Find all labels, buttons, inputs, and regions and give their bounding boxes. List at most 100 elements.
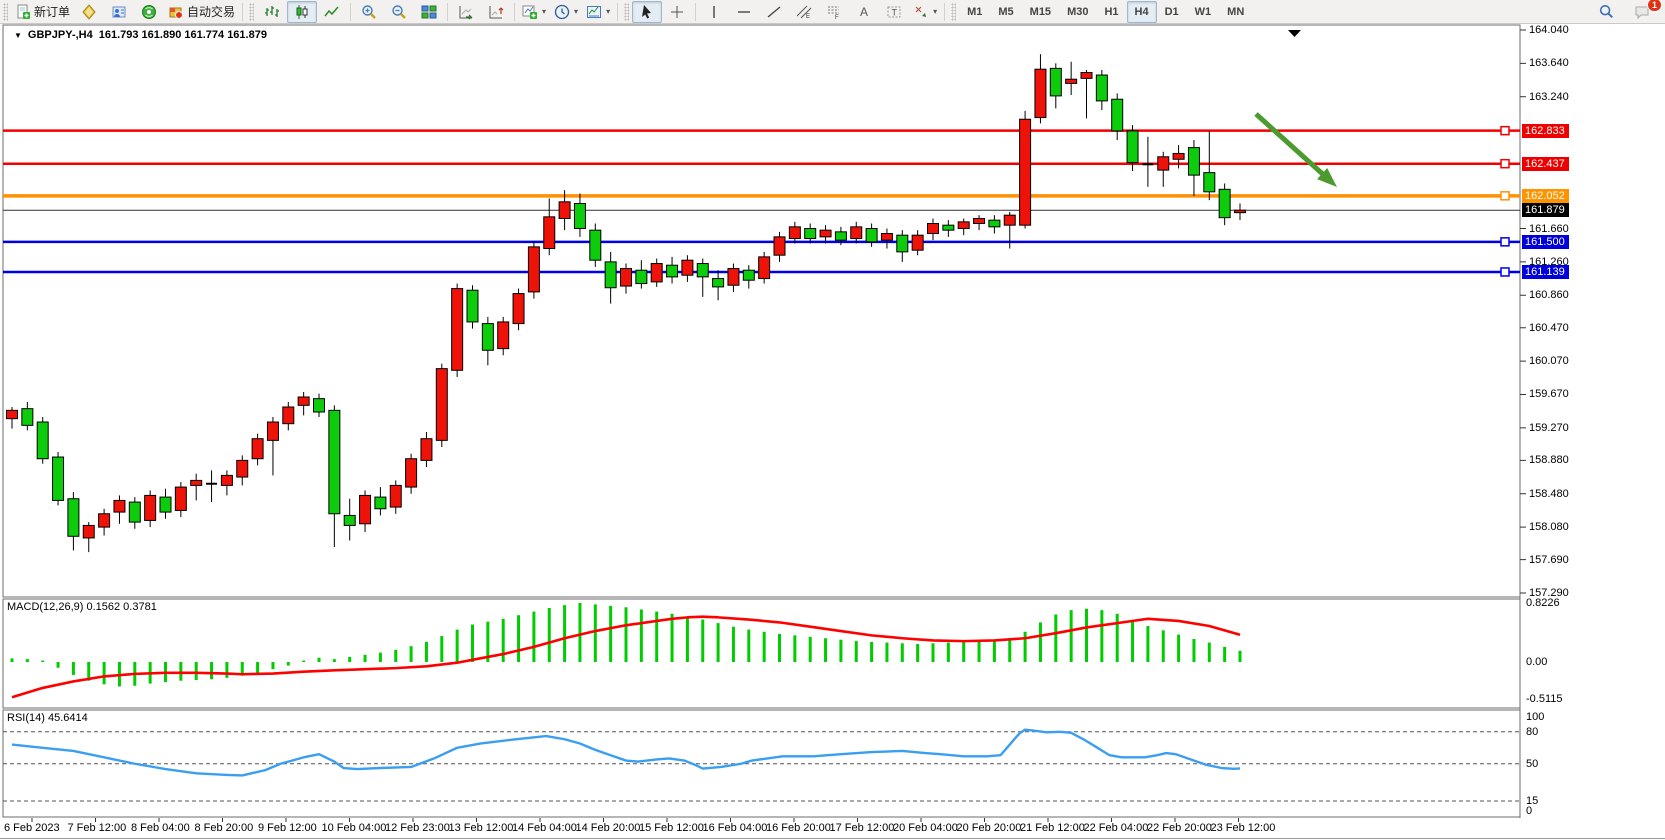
price-tag: 161.879: [1522, 203, 1569, 218]
price-tag: 162.833: [1522, 123, 1569, 138]
trendline-button[interactable]: [759, 1, 789, 23]
candlestick-button[interactable]: [287, 0, 318, 23]
line-handle[interactable]: [1500, 125, 1510, 136]
vertical-line-button[interactable]: [699, 1, 729, 23]
bullish-candle: [1019, 118, 1032, 226]
symbol-dropdown-icon[interactable]: ▼: [14, 30, 22, 40]
text-label-button[interactable]: T: [879, 1, 909, 23]
macd-axis-label: 0.8226: [1526, 597, 1560, 609]
tf-m1-button[interactable]: M1: [959, 1, 990, 23]
tf-m15-button[interactable]: M15: [1022, 1, 1059, 23]
line-handle[interactable]: [1500, 158, 1510, 169]
cursor-button[interactable]: [632, 0, 663, 23]
clock-icon: [554, 4, 570, 20]
new-order-button[interactable]: 新订单: [11, 1, 74, 23]
market-watch-button[interactable]: [74, 1, 104, 23]
tf-m5-button[interactable]: M5: [990, 1, 1021, 23]
text-t-icon: T: [886, 4, 902, 20]
periods-button[interactable]: ▾: [550, 1, 582, 23]
price-axis-label: 164.040: [1529, 24, 1569, 36]
text-button[interactable]: A: [849, 1, 879, 23]
auto-trading-icon: [168, 4, 184, 20]
channel-button[interactable]: E: [789, 1, 819, 23]
bullish-candle: [819, 229, 832, 238]
line-handle[interactable]: [1500, 237, 1510, 247]
line-chart-button[interactable]: [317, 1, 347, 23]
line-handle[interactable]: [1500, 267, 1510, 277]
templates-button[interactable]: ▾: [582, 1, 614, 23]
arrows-button[interactable]: ▾: [909, 1, 941, 23]
bullish-candle: [297, 396, 310, 406]
toolbar-separator: [695, 2, 697, 21]
signals-button[interactable]: [134, 1, 164, 23]
tf-mn-button[interactable]: MN: [1219, 1, 1252, 23]
zoom-in-button[interactable]: [354, 1, 384, 23]
bearish-candle: [666, 264, 679, 278]
trend-arrow-line[interactable]: [1254, 112, 1327, 179]
macd-pane[interactable]: [2, 598, 1521, 709]
bullish-candle: [773, 236, 786, 256]
crosshair-button[interactable]: [662, 1, 692, 23]
time-axis-label: 13 Feb 12:00: [448, 822, 514, 834]
rsi-axis-label: 80: [1526, 725, 1539, 738]
zoom-out-button[interactable]: [384, 1, 414, 23]
bullish-candle: [497, 321, 510, 350]
time-axis-label: 20 Feb 20:00: [956, 822, 1022, 834]
indicators-button[interactable]: ▾: [518, 1, 550, 23]
data-window-button[interactable]: [104, 1, 134, 23]
trend-arrow-head[interactable]: [1317, 168, 1337, 187]
tf-m30-button-label: M30: [1067, 5, 1089, 18]
bearish-candle: [1218, 188, 1231, 219]
bullish-candle: [620, 268, 632, 287]
tf-h1-button[interactable]: H1: [1096, 1, 1126, 23]
bullish-candle: [174, 486, 187, 511]
svg-text:F: F: [835, 15, 839, 20]
bullish-candle: [681, 259, 694, 276]
svg-text:A: A: [860, 5, 868, 19]
price-axis-label: 163.240: [1529, 90, 1569, 103]
price-axis-label: 159.270: [1529, 421, 1569, 434]
bearish-candle: [896, 234, 909, 253]
toolbar-separator: [944, 2, 946, 21]
notifications-button[interactable]: 1: [1627, 0, 1662, 23]
price-axis-label: 157.690: [1529, 553, 1569, 566]
tf-m5-button-label: M5: [998, 5, 1014, 18]
chart-shift-marker-icon[interactable]: [1288, 30, 1301, 37]
tile-windows-button[interactable]: [414, 1, 444, 23]
fibonacci-button[interactable]: F: [819, 1, 849, 23]
cursor-icon: [639, 4, 655, 20]
chart-shift-button[interactable]: [481, 1, 511, 23]
auto-trading-button[interactable]: 自动交易: [164, 1, 239, 23]
text-a-icon: A: [856, 4, 872, 20]
tf-h4-button[interactable]: H4: [1126, 0, 1157, 23]
search-button[interactable]: [1591, 1, 1621, 23]
price-axis-label: 160.070: [1529, 355, 1569, 368]
bar-chart-button[interactable]: [257, 1, 287, 23]
bullish-candle: [911, 234, 924, 251]
data-window-icon: [111, 4, 127, 20]
bearish-candle: [942, 224, 955, 231]
svg-text:T: T: [892, 7, 898, 17]
line-chart-icon: [324, 4, 340, 20]
tf-d1-button[interactable]: D1: [1157, 1, 1187, 23]
horizontal-line-button[interactable]: [729, 1, 759, 23]
notification-badge: 1: [1646, 0, 1662, 12]
bullish-candle: [251, 438, 264, 460]
auto-scroll-button[interactable]: [451, 1, 481, 23]
time-axis-label: 22 Feb 20:00: [1147, 822, 1212, 834]
bullish-candle: [1065, 78, 1078, 84]
price-tag: 162.052: [1522, 188, 1569, 203]
bearish-candle: [1203, 172, 1216, 193]
tf-m30-button[interactable]: M30: [1059, 1, 1096, 23]
line-handle[interactable]: [1500, 191, 1510, 201]
bearish-candle: [573, 202, 586, 230]
channel-icon: E: [796, 4, 812, 20]
time-axis-label: 16 Feb 04:00: [702, 822, 768, 834]
price-pane[interactable]: [2, 24, 1521, 598]
bearish-candle: [604, 261, 617, 289]
tf-h4-button-label: H4: [1134, 5, 1149, 18]
tf-w1-button[interactable]: W1: [1187, 1, 1220, 23]
bearish-candle: [374, 496, 387, 510]
bullish-candle: [451, 288, 464, 371]
